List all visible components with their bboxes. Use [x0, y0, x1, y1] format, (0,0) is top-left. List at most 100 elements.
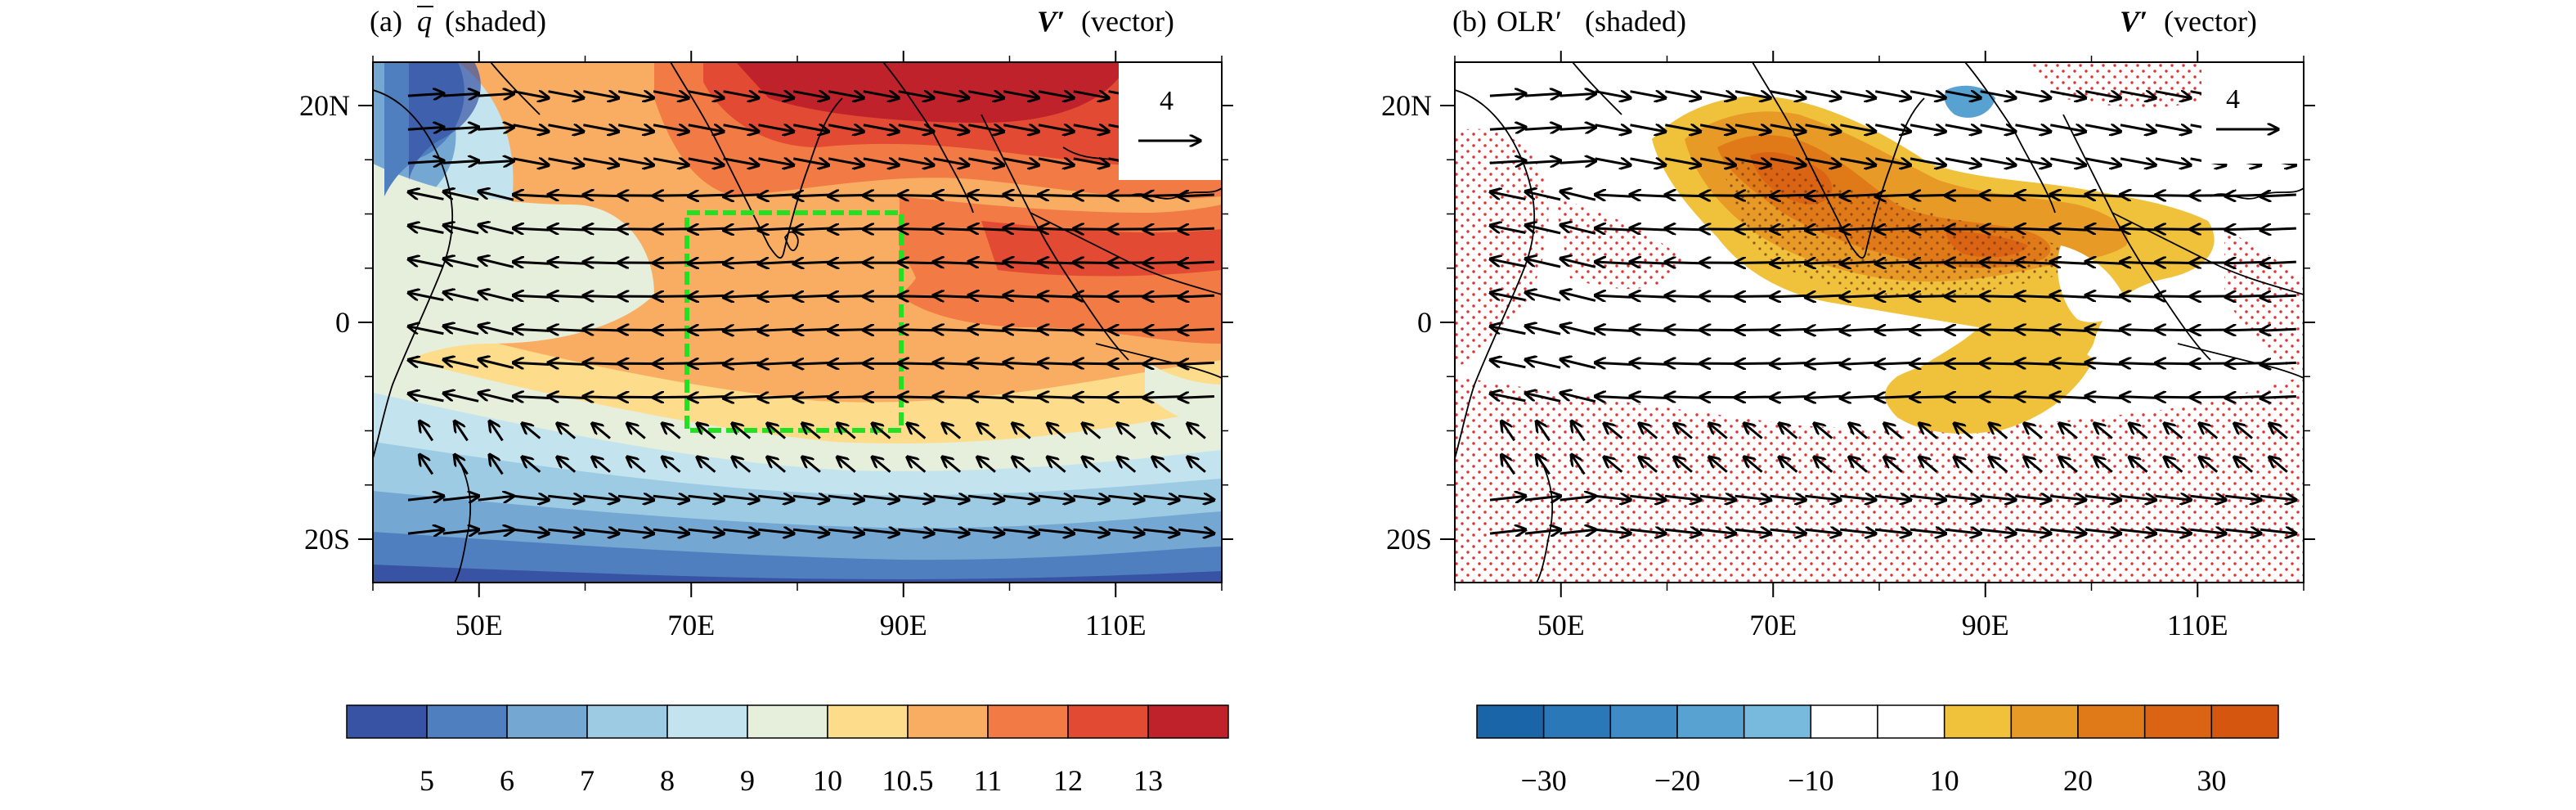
- panel-a-vector-arrow: [863, 125, 899, 132]
- panel-a-vector-arrow: [758, 362, 795, 364]
- panel-a-vector-arrow: [1117, 423, 1137, 439]
- panel-b-vector-arrow: [2260, 529, 2296, 533]
- colorbar-b-label: 20: [2063, 764, 2093, 797]
- panel-a-vector-arrow: [967, 496, 1004, 500]
- panel-b-vector-arrow: [2050, 228, 2087, 230]
- panel-a-vector-arrow: [617, 125, 653, 132]
- panel-b-vector-arrow: [1524, 496, 1561, 500]
- panel-a-vector-arrow: [968, 329, 1005, 331]
- panel-b-vector-arrow: [1919, 423, 1938, 439]
- panel-b-vector-arrow: [1875, 362, 1911, 364]
- panel-a-vector-arrow: [548, 496, 584, 500]
- panel-b-vector-arrow: [1884, 423, 1903, 439]
- panel-b-vector-arrow: [1595, 159, 1631, 165]
- colorbar-b-swatch: [1943, 704, 2013, 739]
- panel-a-vector-arrow: [758, 329, 795, 331]
- panel-b-vector-arrow: [1770, 496, 1806, 500]
- panel-a-vector-arrow: [1073, 330, 1110, 331]
- colorbar-b-swatch: [1676, 704, 1745, 739]
- panel-b-vector-arrow: [1560, 529, 1596, 533]
- colorbar-b-swatch: [1877, 704, 1945, 739]
- panel-a-vector-arrow: [443, 259, 479, 268]
- panel-a-vector-arrow: [653, 529, 689, 533]
- panel-a-vector-arrow: [548, 396, 585, 398]
- panel-b-vector-arrow: [1595, 529, 1631, 533]
- colorbar-b: −30 −20 −10 10 20 30: [1476, 704, 2279, 797]
- panel-b-vector-arrow: [2155, 125, 2191, 132]
- panel-b-vector-arrow: [1630, 125, 1666, 132]
- panel-a-vector-arrow: [442, 93, 479, 96]
- panel-b-vector-arrow: [1910, 195, 1946, 196]
- panel-a-vector-arrow: [732, 457, 752, 473]
- panel-b-vector-arrow: [1665, 330, 1701, 331]
- panel-b-vector-arrow: [1560, 326, 1596, 335]
- panel-b-vector-arrow: [2120, 159, 2156, 165]
- panel-b-olr: OLR′: [1497, 5, 1562, 38]
- panel-a-vector-arrow: [592, 457, 611, 473]
- panel-a-vector-arrow: [1178, 295, 1214, 297]
- panel-a-vector-arrow: [933, 262, 970, 263]
- panel-b-refbox: [2201, 62, 2304, 164]
- panel-b-vector-arrow: [2190, 529, 2226, 533]
- panel-a-vector-arrow: [792, 125, 828, 132]
- panel-b-vector-arrow: [1840, 362, 1877, 364]
- panel-b-vector-arrow: [1805, 496, 1841, 500]
- panel-a-vector-arrow: [408, 192, 444, 200]
- panel-a-vector-arrow: [968, 159, 1003, 165]
- panel-b-vector-arrow: [1980, 159, 2016, 165]
- panel-b-vector-arrow: [1735, 229, 1771, 230]
- panel-b-vector-arrow: [2155, 529, 2192, 533]
- panel-b-vector-arrow: [1595, 125, 1631, 132]
- panel-b-vector-arrow: [1630, 262, 1667, 263]
- panel-a-vector-arrow: [758, 159, 793, 165]
- panel-b-vector-arrow: [1595, 262, 1631, 263]
- panel-a-vector-arrow: [933, 195, 970, 196]
- panel-b-vector-arrow: [2085, 329, 2121, 331]
- panel-a-label: (a): [370, 5, 402, 38]
- panel-b-vector-arrow: [1735, 125, 1770, 132]
- panel-a-xtick-label: 50E: [456, 609, 503, 641]
- panel-b-vector-arrow: [2015, 228, 2052, 230]
- panel-a-vector-arrow: [617, 529, 654, 533]
- panel-b-vector-arrow: [1805, 329, 1842, 331]
- panel-a-vector-arrow: [408, 259, 444, 268]
- panel-a-vector-arrow: [1073, 125, 1109, 132]
- panel-b-vector-arrow: [1630, 496, 1666, 500]
- panel-b-vector-arrow: [1630, 529, 1666, 533]
- colorbar-b-swatch: [2077, 704, 2146, 739]
- colorbar-a-swatch: [666, 704, 748, 739]
- panel-b-vector-arrow: [1954, 457, 1973, 473]
- panel-b-vector-arrow: [1490, 360, 1526, 369]
- panel-b-vector-arrow: [2085, 262, 2121, 263]
- panel-b-vector-arrow: [1874, 92, 1910, 98]
- panel-a-vector-arrow: [557, 423, 577, 439]
- panel-b-vector-arrow: [2050, 329, 2087, 331]
- panel-b-vector-arrow: [2085, 159, 2120, 165]
- panel-b-vector-arrow: [2049, 529, 2086, 533]
- panel-a-vector-arrow: [898, 496, 934, 500]
- panel-a-vector-arrow: [1143, 363, 1180, 364]
- panel-a-vector-arrow: [1187, 423, 1206, 439]
- panel-a-vector-arrow: [907, 423, 927, 439]
- panel-b-vector-arrow: [2015, 92, 2051, 98]
- panel-b-vector-arrow: [1840, 228, 1877, 230]
- panel-b-vector-arrow: [2085, 92, 2120, 98]
- panel-a-vector-arrow: [792, 529, 829, 533]
- panel-b-vector-arrow: [2094, 457, 2113, 473]
- panel-b-vector-arrow: [1980, 92, 2016, 98]
- panel-a-vector-arrow: [1003, 159, 1039, 165]
- panel-a-vector-arrow: [1178, 228, 1214, 230]
- panel-b-vector-arrow: [2059, 423, 2078, 439]
- panel-a-vector-arrow: [898, 330, 935, 331]
- colorbar-b-swatch: [1810, 704, 1878, 739]
- panel-a-vector-arrow: [653, 296, 689, 297]
- panel-b-vector-arrow: [1595, 329, 1631, 331]
- panel-b-vector-arrow: [2085, 228, 2121, 230]
- panel-b-vector-arrow: [1595, 496, 1631, 500]
- panel-a-vector-arrow: [688, 195, 725, 196]
- panel-b-v: V′: [2120, 5, 2147, 38]
- colorbar-a-label: 12: [1053, 764, 1083, 797]
- panel-a-vector-arrow: [548, 228, 585, 230]
- panel-b-vector-arrow: [1875, 397, 1911, 398]
- panel-a-vectors: [408, 92, 1214, 533]
